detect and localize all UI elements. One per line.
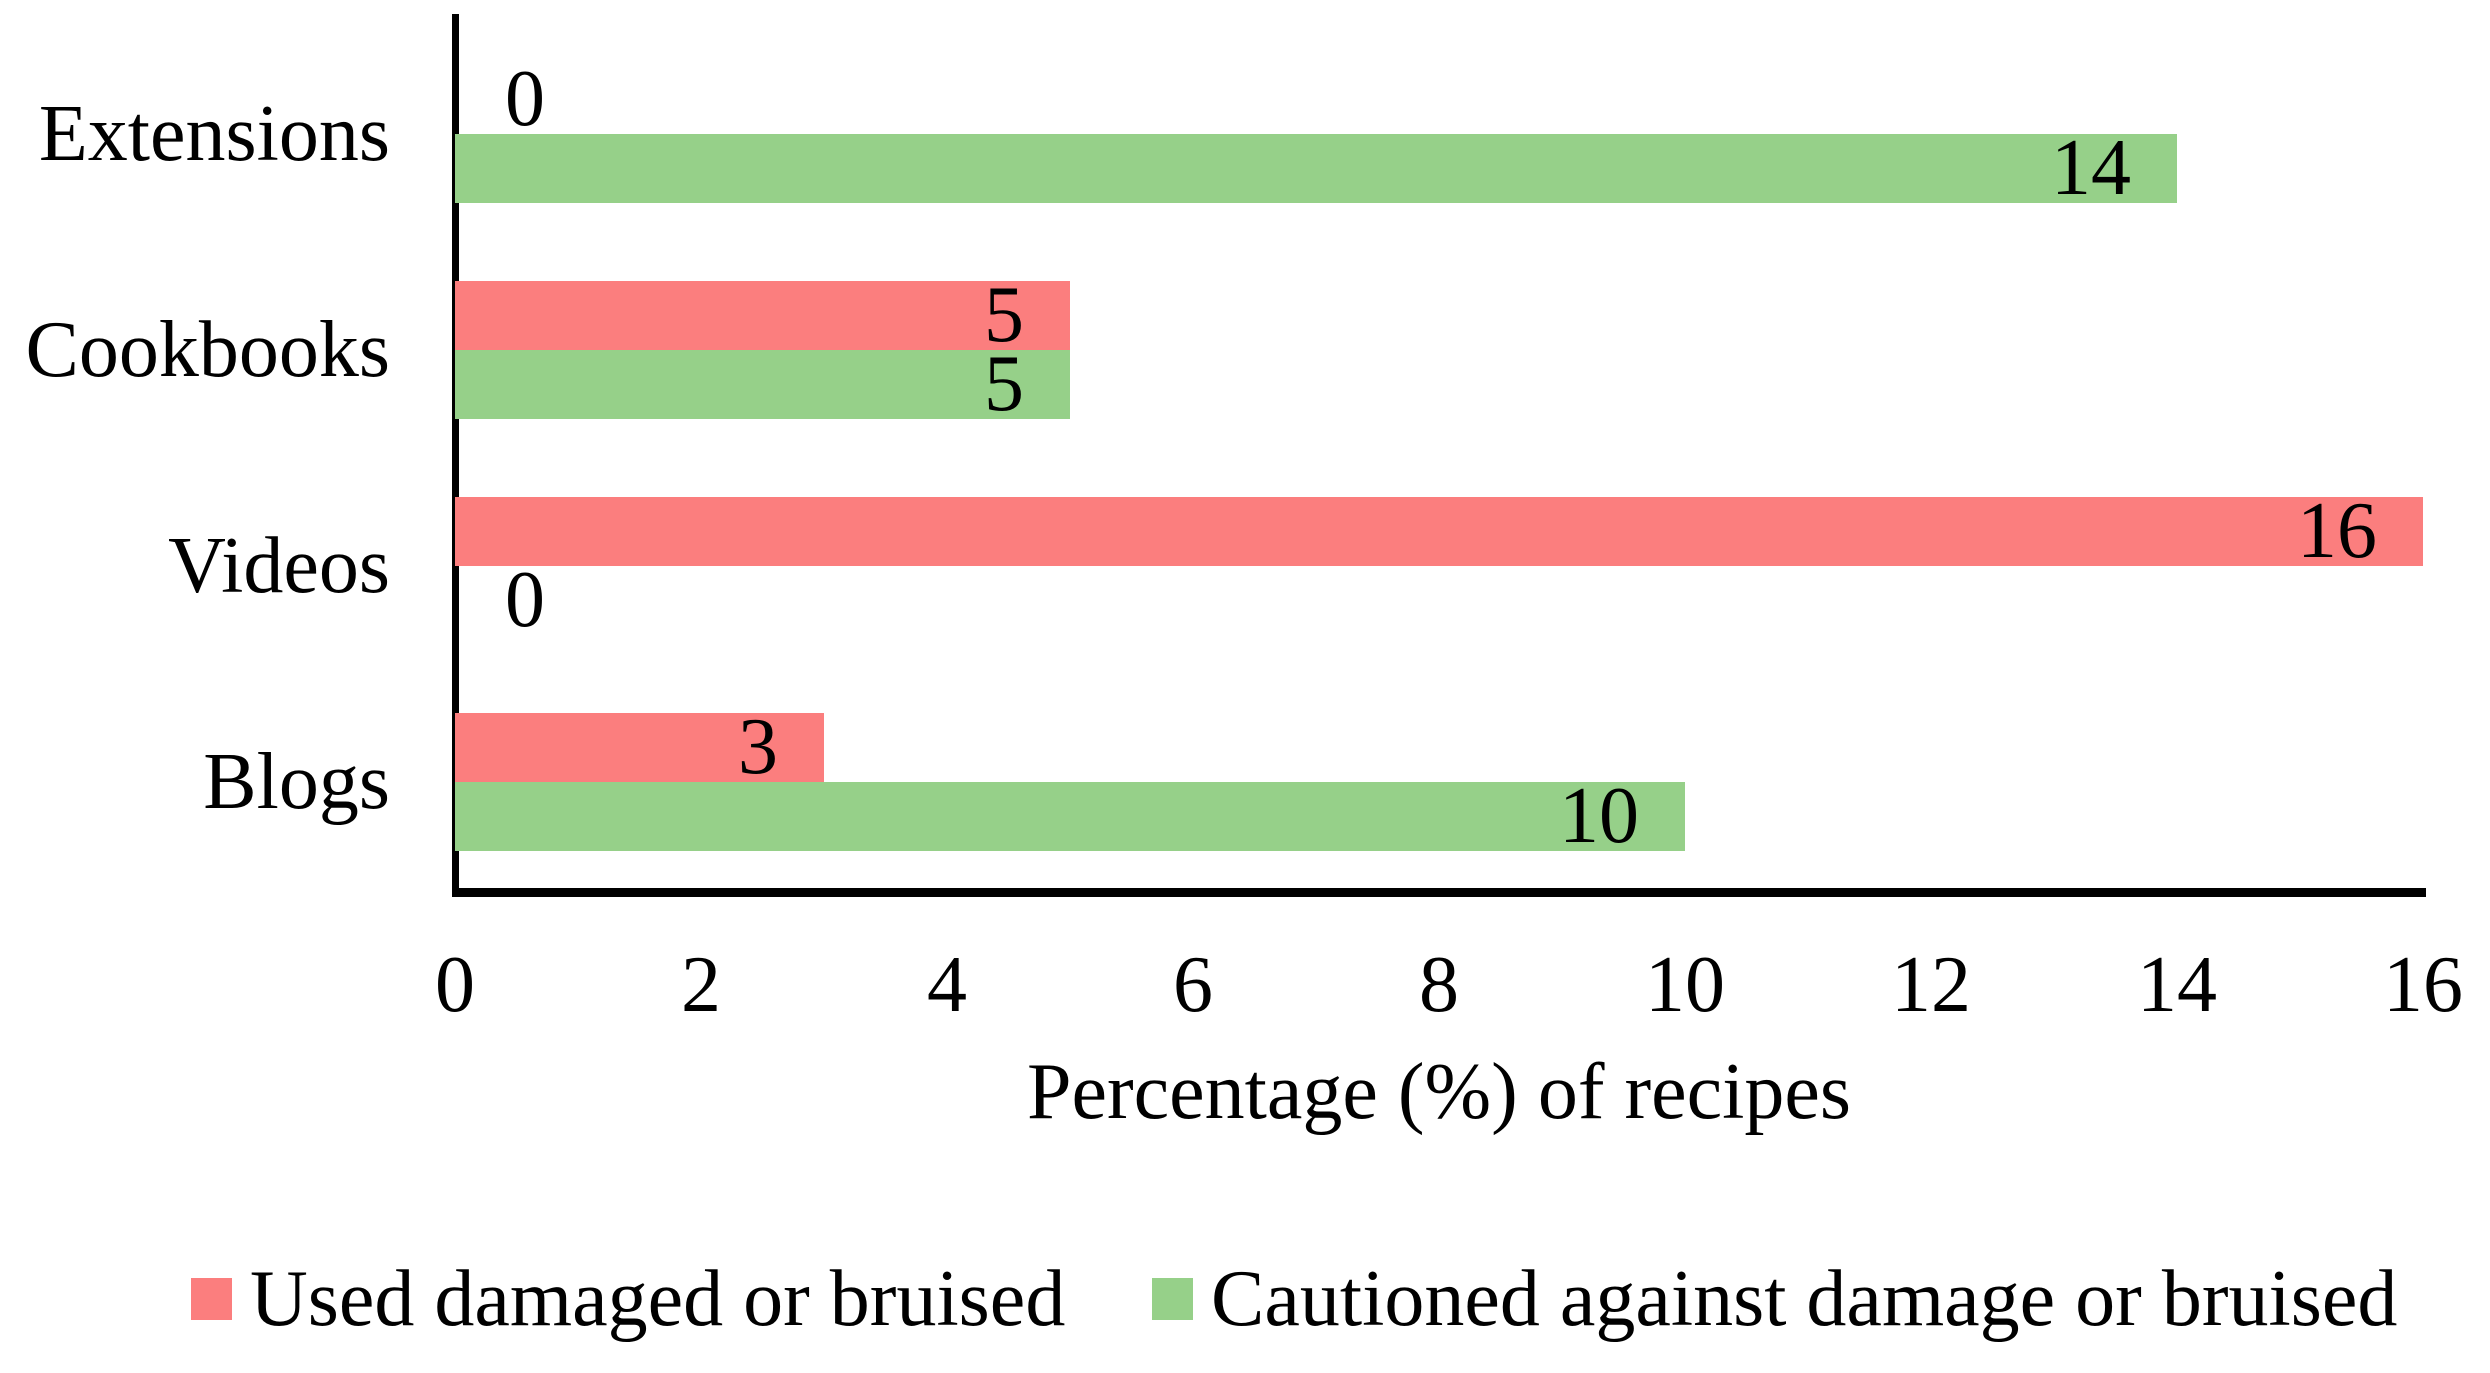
bar-cookbooks-series-1 bbox=[455, 350, 1070, 419]
x-tick-label-16: 16 bbox=[2383, 941, 2463, 1029]
category-label-blogs: Blogs bbox=[203, 738, 390, 826]
value-label-videos-series-0: 16 bbox=[2297, 487, 2377, 575]
bar-videos-series-0 bbox=[455, 497, 2423, 566]
value-label-extensions-series-0: 0 bbox=[505, 55, 545, 143]
value-label-extensions-series-1: 14 bbox=[2051, 124, 2131, 212]
category-label-extensions: Extensions bbox=[38, 90, 390, 178]
value-label-cookbooks-series-0: 5 bbox=[984, 271, 1024, 359]
category-label-cookbooks: Cookbooks bbox=[25, 306, 391, 394]
value-label-videos-series-1: 0 bbox=[505, 556, 545, 644]
x-tick-label-2: 2 bbox=[681, 941, 721, 1029]
legend-item-cautioned: Cautioned against damage or bruised bbox=[1152, 1256, 2397, 1342]
category-label-videos: Videos bbox=[168, 522, 390, 610]
x-tick-label-8: 8 bbox=[1419, 941, 1459, 1029]
legend-swatch-green-icon bbox=[1152, 1278, 1193, 1320]
x-tick-label-10: 10 bbox=[1645, 941, 1725, 1029]
bar-blogs-series-1 bbox=[455, 782, 1685, 851]
bar-blogs-series-0 bbox=[455, 713, 824, 782]
x-tick-label-12: 12 bbox=[1891, 941, 1971, 1029]
x-tick-label-4: 4 bbox=[927, 941, 967, 1029]
x-tick-label-6: 6 bbox=[1173, 941, 1213, 1029]
value-label-cookbooks-series-1: 5 bbox=[984, 340, 1024, 428]
legend-label: Used damaged or bruised bbox=[250, 1255, 1066, 1343]
legend-label: Cautioned against damage or bruised bbox=[1211, 1255, 2398, 1343]
value-label-blogs-series-1: 10 bbox=[1559, 772, 1639, 860]
legend-item-used-damaged: Used damaged or bruised bbox=[191, 1256, 1065, 1342]
x-axis-title: Percentage (%) of recipes bbox=[1027, 1048, 1851, 1136]
bar-extensions-series-1 bbox=[455, 134, 2177, 203]
x-tick-label-14: 14 bbox=[2137, 941, 2217, 1029]
x-axis-line bbox=[452, 888, 2426, 897]
x-tick-label-0: 0 bbox=[435, 941, 475, 1029]
legend-swatch-red-icon bbox=[191, 1278, 232, 1320]
y-axis-line bbox=[452, 14, 459, 897]
bar-cookbooks-series-0 bbox=[455, 281, 1070, 350]
value-label-blogs-series-0: 3 bbox=[738, 703, 778, 791]
